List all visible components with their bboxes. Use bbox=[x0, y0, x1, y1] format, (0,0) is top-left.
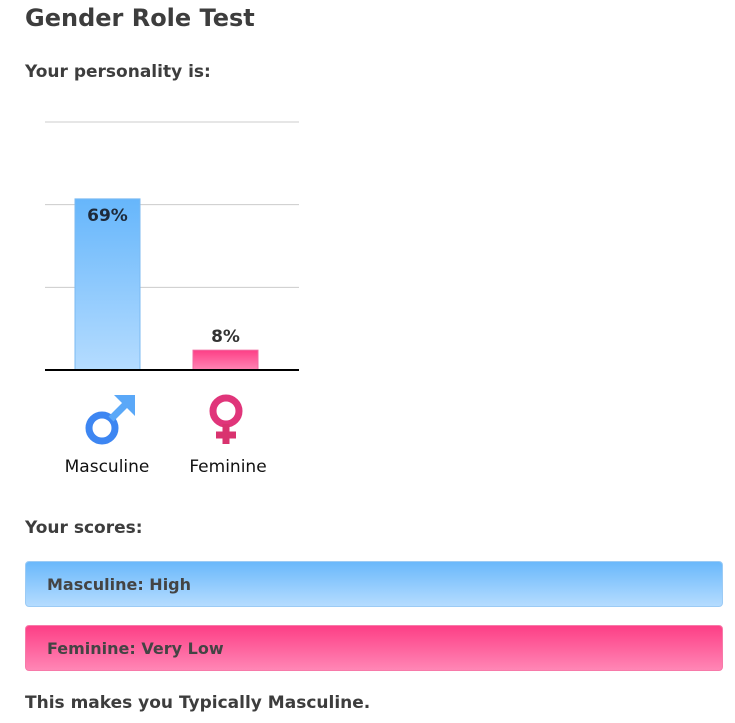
scores-heading: Your scores: bbox=[25, 518, 143, 538]
personality-heading: Your personality is: bbox=[25, 62, 211, 82]
category-label-feminine: Feminine bbox=[189, 457, 267, 477]
page-title: Gender Role Test bbox=[25, 4, 255, 32]
male-symbol-icon bbox=[85, 395, 135, 445]
feminine-score-bar: Feminine: Very Low bbox=[25, 625, 723, 671]
bar-chart: 69% 8% bbox=[45, 121, 299, 445]
data-label: 69% bbox=[87, 206, 128, 226]
bar-masculine bbox=[74, 198, 141, 371]
masculine-score-bar: Masculine: High bbox=[25, 561, 723, 607]
bar-feminine bbox=[192, 349, 259, 371]
data-label: 8% bbox=[211, 327, 240, 347]
female-symbol-icon bbox=[209, 394, 243, 444]
conclusion-text: This makes you Typically Masculine. bbox=[25, 693, 371, 713]
category-label-masculine: Masculine bbox=[64, 457, 150, 477]
